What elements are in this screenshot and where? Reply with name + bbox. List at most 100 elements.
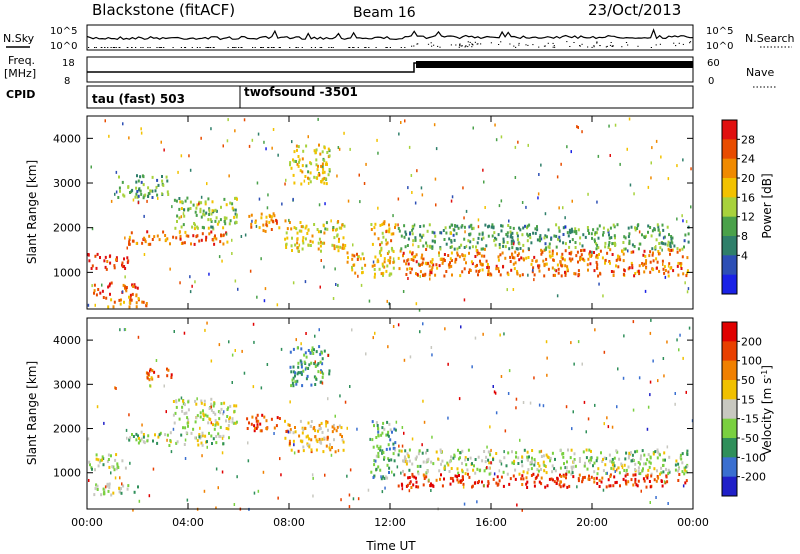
colorbar-tick-label: 28 xyxy=(741,133,755,146)
heatmap-cell xyxy=(323,231,326,235)
heatmap-cell xyxy=(312,476,314,480)
colorbar-segment xyxy=(722,216,737,237)
heatmap-cell xyxy=(564,273,567,277)
heatmap-cell xyxy=(383,476,386,480)
heatmap-cell xyxy=(142,435,145,439)
heatmap-cell xyxy=(196,414,199,418)
heatmap-cell xyxy=(295,382,298,386)
nsearch-dot xyxy=(612,45,614,47)
heatmap-cell xyxy=(184,199,187,203)
heatmap-cell xyxy=(638,376,641,380)
heatmap-cell xyxy=(429,245,432,249)
heatmap-cell xyxy=(665,467,667,471)
heatmap-cell xyxy=(543,236,546,240)
heatmap-cell xyxy=(285,246,288,249)
heatmap-cell xyxy=(262,470,265,474)
heatmap-cell xyxy=(210,225,213,229)
heatmap-cell xyxy=(334,414,336,418)
heatmap-cell xyxy=(107,305,110,309)
nsearch-dot xyxy=(319,47,321,48)
heatmap-cell xyxy=(93,291,95,295)
heatmap-cell xyxy=(388,223,390,227)
heatmap-cell xyxy=(615,258,618,262)
colorbar-tick-label: 12 xyxy=(741,211,755,224)
heatmap-cell xyxy=(317,230,320,234)
heatmap-cell xyxy=(465,463,468,467)
heatmap-cell xyxy=(477,273,479,277)
nsearch-dot xyxy=(330,47,332,48)
heatmap-cell xyxy=(219,240,222,244)
heatmap-cell xyxy=(619,484,621,488)
heatmap-cell xyxy=(403,459,406,463)
heatmap-cell xyxy=(593,238,596,242)
heatmap-cell xyxy=(374,272,376,276)
nsearch-dot xyxy=(262,47,264,48)
heatmap-cell xyxy=(176,440,179,444)
heatmap-cell xyxy=(690,167,692,171)
heatmap-cell xyxy=(640,454,642,458)
heatmap-cell xyxy=(522,401,525,404)
y-tick-label: 1000 xyxy=(53,266,81,279)
heatmap-cell xyxy=(631,453,634,457)
heatmap-cell xyxy=(199,415,202,419)
heatmap-cell xyxy=(126,487,129,491)
heatmap-cell xyxy=(538,450,541,454)
heatmap-cell xyxy=(210,402,213,406)
heatmap-cell xyxy=(536,468,539,471)
x-tick-label: 20:00 xyxy=(576,516,608,529)
heatmap-cell xyxy=(210,408,213,412)
heatmap-cell xyxy=(595,247,598,251)
heatmap-cell xyxy=(317,362,320,366)
heatmap-cell xyxy=(597,274,600,278)
heatmap-cell xyxy=(553,467,556,471)
heatmap-cell xyxy=(110,298,113,302)
heatmap-cell xyxy=(515,247,518,251)
heatmap-cell xyxy=(639,457,642,461)
heatmap-cell xyxy=(381,264,384,268)
heatmap-cell xyxy=(535,259,538,263)
nsearch-dot xyxy=(212,47,214,48)
heatmap-cell xyxy=(306,442,309,446)
heatmap-cell xyxy=(401,426,404,429)
heatmap-cell xyxy=(233,503,236,506)
heatmap-cell xyxy=(358,173,360,177)
heatmap-cell xyxy=(540,163,542,167)
heatmap-cell xyxy=(157,374,160,378)
heatmap-cell xyxy=(580,249,582,253)
heatmap-cell xyxy=(656,260,659,264)
heatmap-cell xyxy=(517,456,520,460)
heatmap-cell xyxy=(385,230,388,234)
heatmap-cell xyxy=(431,246,434,250)
heatmap-cell xyxy=(465,209,468,213)
heatmap-cell xyxy=(212,437,215,441)
heatmap-cell xyxy=(668,233,670,237)
heatmap-cell xyxy=(520,477,523,481)
heatmap-cell xyxy=(533,273,536,277)
heatmap-cell xyxy=(582,450,585,454)
heatmap-cell xyxy=(652,259,655,263)
heatmap-cell xyxy=(182,399,184,403)
heatmap-cell xyxy=(166,179,169,183)
heatmap-cell xyxy=(663,265,666,269)
heatmap-cell xyxy=(548,242,551,246)
heatmap-cell xyxy=(218,417,221,421)
heatmap-cell xyxy=(113,300,116,304)
heatmap-cell xyxy=(605,457,608,461)
heatmap-cell xyxy=(530,262,533,266)
heatmap-cell xyxy=(108,465,111,469)
heatmap-cell xyxy=(235,215,238,219)
heatmap-cell xyxy=(411,462,414,466)
heatmap-cell xyxy=(522,257,525,261)
heatmap-cell xyxy=(203,226,205,230)
heatmap-cell xyxy=(222,412,224,416)
heatmap-cell xyxy=(602,469,605,473)
heatmap-cell xyxy=(490,225,493,229)
heatmap-cell xyxy=(639,242,642,246)
heatmap-cell xyxy=(546,484,549,488)
heatmap-cell xyxy=(571,468,574,472)
heatmap-cell xyxy=(151,238,154,241)
heatmap-cell xyxy=(172,235,175,239)
heatmap-cell xyxy=(506,241,509,244)
heatmap-cell xyxy=(435,203,437,207)
heatmap-cell xyxy=(631,264,634,267)
